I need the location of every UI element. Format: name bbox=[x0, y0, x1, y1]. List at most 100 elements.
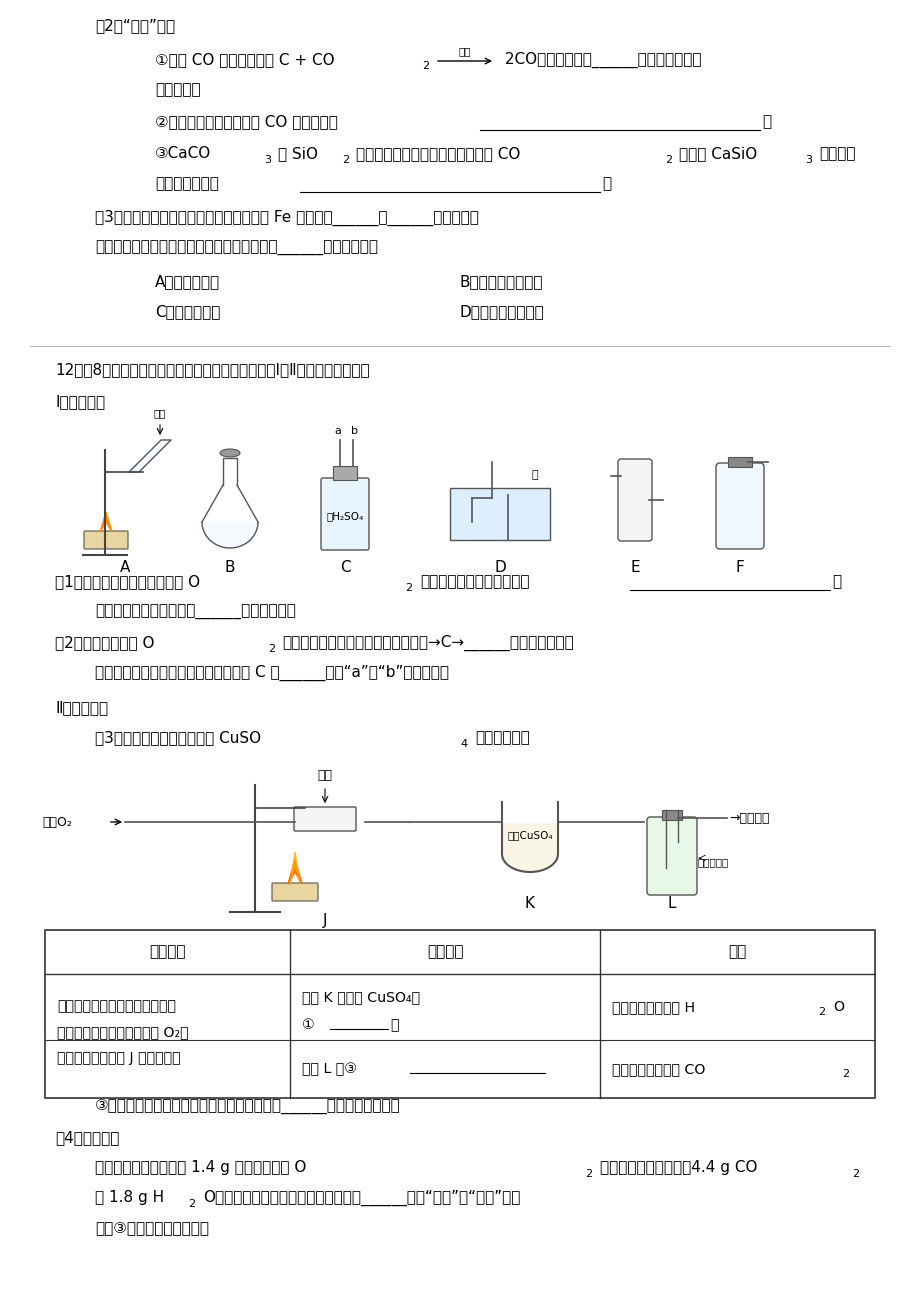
Text: 2: 2 bbox=[584, 1169, 592, 1180]
Text: ③CaCO: ③CaCO bbox=[154, 146, 211, 161]
Text: （2）欲制取干燥的 O: （2）欲制取干燥的 O bbox=[55, 635, 154, 650]
Text: ②用化学方程式表示利用 CO 炼铁的原理: ②用化学方程式表示利用 CO 炼铁的原理 bbox=[154, 115, 337, 129]
FancyBboxPatch shape bbox=[618, 460, 652, 542]
Text: b: b bbox=[351, 426, 358, 436]
Text: （3）定性检测（已知：无水 CuSO: （3）定性检测（已知：无水 CuSO bbox=[95, 730, 261, 745]
Text: 棉花: 棉花 bbox=[153, 408, 166, 418]
Text: 3: 3 bbox=[264, 155, 271, 165]
Text: 上述③中结论之外的元素。: 上述③中结论之外的元素。 bbox=[95, 1220, 209, 1236]
Text: 2CO，该反应属于______反应（填基本反: 2CO，该反应属于______反应（填基本反 bbox=[499, 52, 701, 68]
Text: 气体和 CaSiO: 气体和 CaSiO bbox=[678, 146, 756, 161]
Polygon shape bbox=[100, 512, 112, 533]
Text: （4）定量测定: （4）定量测定 bbox=[55, 1130, 119, 1144]
Text: 实验现象: 实验现象 bbox=[426, 944, 463, 960]
Ellipse shape bbox=[220, 449, 240, 457]
Text: （1）若用一种暗紫色固体制取 O: （1）若用一种暗紫色固体制取 O bbox=[55, 574, 200, 589]
Bar bbox=[333, 466, 357, 480]
Text: K: K bbox=[525, 896, 535, 911]
Text: 的化学方程式为: 的化学方程式为 bbox=[154, 176, 219, 191]
Text: 剂并按上图进行实验。通入 O₂，: 剂并按上图进行实验。通入 O₂， bbox=[57, 1025, 188, 1039]
Text: 塑料燃烧产物中有 H: 塑料燃烧产物中有 H bbox=[611, 1000, 695, 1014]
Text: 接装置时，发生装置的出气口应与装置 C 中______（填“a”或“b”）端相连。: 接装置时，发生装置的出气口应与装置 C 中______（填“a”或“b”）端相连… bbox=[95, 665, 448, 681]
Text: ，该反应: ，该反应 bbox=[818, 146, 855, 161]
Text: 色: 色 bbox=[390, 1018, 398, 1032]
Text: a: a bbox=[335, 426, 341, 436]
Text: 结论: 结论 bbox=[728, 944, 746, 960]
Text: J: J bbox=[323, 913, 327, 928]
Text: （2）“崇烧”时：: （2）“崇烧”时： bbox=[95, 18, 175, 33]
Text: 2: 2 bbox=[841, 1069, 848, 1079]
Text: 2: 2 bbox=[187, 1199, 195, 1210]
Text: 装置 L 中③: 装置 L 中③ bbox=[301, 1062, 357, 1075]
Text: ③由上述实验可知，该塑料一定含有的元素是______（填元素符号）。: ③由上述实验可知，该塑料一定含有的元素是______（填元素符号）。 bbox=[95, 1099, 401, 1115]
Text: 2: 2 bbox=[664, 155, 672, 165]
Text: Ⅱ．组成探究: Ⅱ．组成探究 bbox=[55, 700, 108, 715]
Text: ，: ， bbox=[831, 574, 840, 589]
Text: Ⅰ．制取氧气: Ⅰ．制取氧气 bbox=[55, 395, 105, 409]
Polygon shape bbox=[502, 824, 558, 872]
FancyBboxPatch shape bbox=[84, 531, 128, 549]
Text: 固体在高温条件下发生反应，生成 CO: 固体在高温条件下发生反应，生成 CO bbox=[356, 146, 520, 161]
Text: O: O bbox=[832, 1000, 843, 1014]
Text: 2: 2 bbox=[404, 583, 412, 592]
Text: 无水CuSO₄: 无水CuSO₄ bbox=[506, 829, 552, 840]
FancyBboxPatch shape bbox=[715, 464, 763, 549]
Text: 连接装置，检查气密性，装入试: 连接装置，检查气密性，装入试 bbox=[57, 999, 176, 1013]
Text: 应类型）。: 应类型）。 bbox=[154, 82, 200, 98]
Text: 遇水变蓝色）: 遇水变蓝色） bbox=[474, 730, 529, 745]
Polygon shape bbox=[129, 440, 171, 473]
FancyBboxPatch shape bbox=[272, 883, 318, 901]
Text: 干燥O₂: 干燥O₂ bbox=[42, 815, 72, 828]
Polygon shape bbox=[289, 852, 300, 884]
Text: A: A bbox=[119, 560, 130, 575]
Text: 反应的过程。下列措施能防止鐵制品锈蚀的是______（填标号）。: 反应的过程。下列措施能防止鐵制品锈蚀的是______（填标号）。 bbox=[95, 241, 378, 256]
Text: 装置 K 中无水 CuSO₄变: 装置 K 中无水 CuSO₄变 bbox=[301, 990, 420, 1004]
Text: ，发生反应的化学方程式为: ，发生反应的化学方程式为 bbox=[420, 574, 529, 589]
Text: O，依据质量守恒定律，可判断该塑料______（填“含有”或“不含”）除: O，依据质量守恒定律，可判断该塑料______（填“含有”或“不含”）除 bbox=[203, 1190, 520, 1206]
Text: 4: 4 bbox=[460, 740, 467, 749]
Text: A．涂油、喷漆: A．涂油、喷漆 bbox=[154, 273, 220, 289]
Text: L: L bbox=[667, 896, 675, 911]
Text: 为进一步确定组成，将 1.4 g 该塑料在足量 O: 为进一步确定组成，将 1.4 g 该塑料在足量 O bbox=[95, 1160, 306, 1174]
Bar bbox=[45, 930, 874, 1098]
Text: B．镀耐腔蚀的钓层: B．镀耐腔蚀的钓层 bbox=[460, 273, 543, 289]
Text: 。: 。 bbox=[601, 176, 610, 191]
Text: 2: 2 bbox=[817, 1006, 824, 1017]
Text: 塑料: 塑料 bbox=[317, 769, 332, 783]
Bar bbox=[449, 488, 550, 540]
Text: D: D bbox=[494, 560, 505, 575]
Text: C: C bbox=[339, 560, 350, 575]
FancyBboxPatch shape bbox=[646, 816, 697, 894]
Text: 高温: 高温 bbox=[459, 46, 471, 56]
Polygon shape bbox=[202, 522, 257, 548]
Text: 实验操作: 实验操作 bbox=[149, 944, 186, 960]
Polygon shape bbox=[288, 861, 301, 884]
FancyBboxPatch shape bbox=[294, 807, 356, 831]
Text: 水: 水 bbox=[531, 470, 538, 480]
Text: E: E bbox=[630, 560, 639, 575]
Text: 3: 3 bbox=[804, 155, 811, 165]
Text: 2: 2 bbox=[267, 644, 275, 654]
Text: 澄清石灰水: 澄清石灰水 bbox=[698, 857, 729, 867]
Text: B: B bbox=[224, 560, 235, 575]
Text: →尾气处理: →尾气处理 bbox=[728, 811, 768, 824]
Text: 浓H₂SO₄: 浓H₂SO₄ bbox=[326, 510, 363, 521]
Bar bbox=[662, 810, 681, 820]
Text: 12．（8分）为探究某塑料的组成元素，设计了实验Ⅰ和Ⅱ。回答下列问题：: 12．（8分）为探究某塑料的组成元素，设计了实验Ⅰ和Ⅱ。回答下列问题： bbox=[55, 362, 369, 378]
Text: D．久置于酸性环境: D．久置于酸性环境 bbox=[460, 303, 544, 319]
Text: ，装置合理的连接顺序为：发生装置→C→______（填标号）。连: ，装置合理的连接顺序为：发生装置→C→______（填标号）。连 bbox=[282, 635, 573, 651]
Text: ①生成 CO 的反应之一为 C + CO: ①生成 CO 的反应之一为 C + CO bbox=[154, 52, 335, 66]
Text: 2: 2 bbox=[342, 155, 348, 165]
Text: 塑料燃烧产物中有 CO: 塑料燃烧产物中有 CO bbox=[611, 1062, 705, 1075]
Text: 和 1.8 g H: 和 1.8 g H bbox=[95, 1190, 164, 1204]
Text: 发生装置应选择上述装置______（填标号）。: 发生装置应选择上述装置______（填标号）。 bbox=[95, 605, 296, 620]
Text: （3）生活中鐵制品锈蚀的过程，实际上是 Fe 与空气中______、______等发生化学: （3）生活中鐵制品锈蚀的过程，实际上是 Fe 与空气中______、______… bbox=[95, 210, 479, 227]
Text: 2: 2 bbox=[422, 61, 428, 72]
Text: F: F bbox=[735, 560, 743, 575]
Text: 。: 。 bbox=[761, 115, 770, 129]
Text: C．用盐水清洗: C．用盐水清洗 bbox=[154, 303, 221, 319]
Text: 2: 2 bbox=[851, 1169, 858, 1180]
Text: ①: ① bbox=[301, 1018, 314, 1032]
Text: 中完全燃烧，共产生了4.4 g CO: 中完全燃烧，共产生了4.4 g CO bbox=[599, 1160, 756, 1174]
Text: 和 SiO: 和 SiO bbox=[278, 146, 318, 161]
